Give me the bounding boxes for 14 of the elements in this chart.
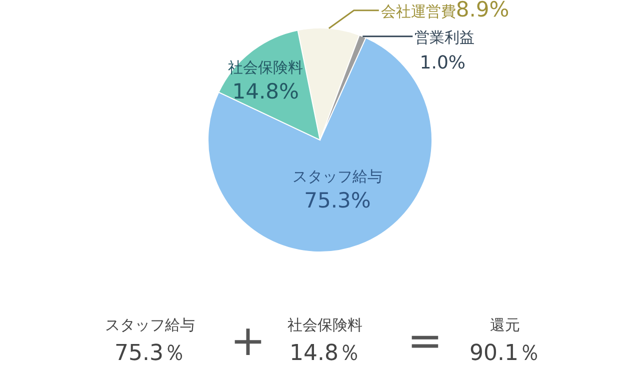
text: 90.1％	[470, 341, 540, 366]
text: スタッフ給与	[105, 316, 195, 334]
data-label: 8.9%	[456, 0, 510, 22]
text: 還元	[490, 316, 520, 334]
data-label: 14.8%	[232, 79, 299, 104]
text: 社会保険料	[288, 316, 362, 334]
text: 75.3％	[114, 341, 186, 366]
slice-label: スタッフ給与	[292, 167, 382, 186]
text: 14.8％	[290, 341, 360, 366]
slice-label: 営業利益	[414, 28, 475, 46]
text: =	[407, 316, 443, 365]
data-label: 75.3%	[304, 188, 371, 212]
text: +	[230, 316, 266, 365]
data-label: 1.0%	[420, 52, 466, 74]
